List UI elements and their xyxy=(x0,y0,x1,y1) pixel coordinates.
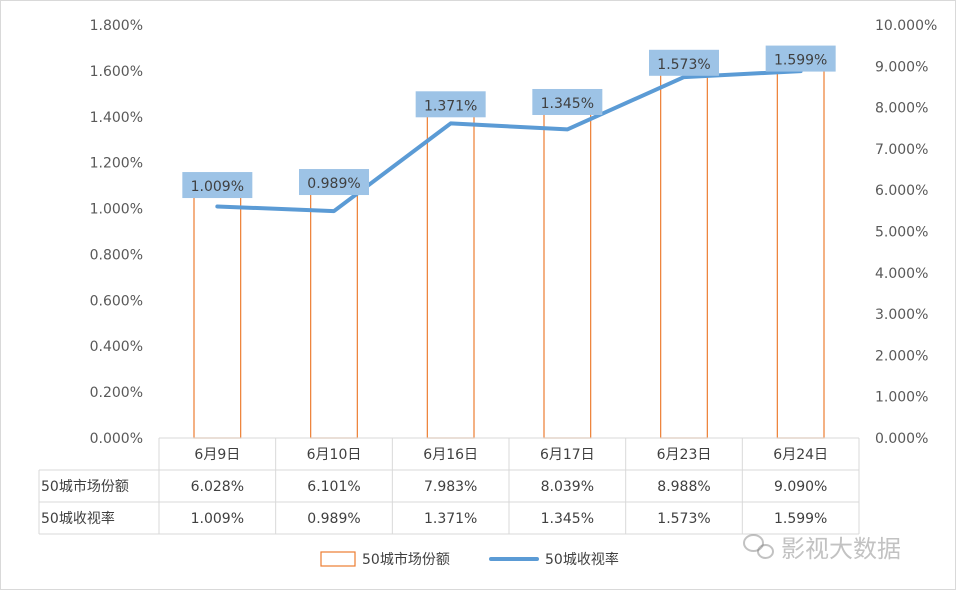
right-axis-tick-label: 7.000% xyxy=(875,142,928,158)
line-data-labels: 1.009% 0.989% 1.371% 1.345% 1.573% 1.599% xyxy=(182,45,836,199)
right-axis-tick-label: 2.000% xyxy=(875,348,928,364)
table-cell: 1.371% xyxy=(424,511,477,527)
table-cell: 8.988% xyxy=(657,479,710,495)
table-cell: 1.573% xyxy=(657,511,710,527)
left-axis-ticks: 0.000% 0.200% 0.400% 0.600% 0.800% 1.000% 1.20… xyxy=(90,18,143,447)
table-cell: 0.989% xyxy=(307,511,360,527)
data-label-box xyxy=(299,169,369,196)
category-label: 6月10日 xyxy=(307,447,362,463)
legend-swatch-bar xyxy=(320,551,356,567)
table-cell: 8.039% xyxy=(541,479,594,495)
data-label-box xyxy=(649,49,719,76)
line-series xyxy=(215,69,803,214)
left-axis-tick-label: 0.200% xyxy=(90,385,143,401)
data-label-box xyxy=(182,172,253,199)
left-axis-tick-label: 0.800% xyxy=(90,247,143,263)
right-axis-tick-label: 5.000% xyxy=(875,225,928,241)
left-axis-tick-label: 1.600% xyxy=(90,64,143,80)
legend-label: 50城收视率 xyxy=(545,551,619,568)
category-label: 6月23日 xyxy=(657,447,712,463)
legend: 50城市场份额 50城收视率 xyxy=(320,551,619,568)
right-axis-tick-label: 8.000% xyxy=(875,101,928,117)
data-label: 0.989% xyxy=(307,176,360,192)
watermark-text: 影视大数据 xyxy=(781,534,901,563)
table-cell: 1.345% xyxy=(541,511,594,527)
table-cell: 6.101% xyxy=(307,479,360,495)
line-path xyxy=(215,69,803,214)
right-axis-tick-label: 10.000% xyxy=(875,18,937,34)
data-label: 1.573% xyxy=(657,57,710,73)
left-axis-tick-label: 1.800% xyxy=(90,18,143,34)
category-label: 6月24日 xyxy=(773,447,828,463)
table-cell: 1.009% xyxy=(191,511,244,527)
data-label-box xyxy=(765,45,836,72)
table-cell: 1.599% xyxy=(774,511,827,527)
bar xyxy=(310,185,358,439)
bar xyxy=(426,107,475,439)
left-axis-tick-label: 1.200% xyxy=(90,156,143,172)
category-label: 6月17日 xyxy=(540,447,595,463)
bar xyxy=(543,105,592,439)
table-cell: 6.028% xyxy=(191,479,244,495)
data-label: 1.599% xyxy=(774,53,827,69)
bar-series xyxy=(193,61,825,439)
data-table: 6月9日 6月10日 6月16日 6月17日 6月23日 6月24日 50城市场份额 6.02… xyxy=(38,437,860,535)
bar xyxy=(193,188,242,439)
data-label: 1.009% xyxy=(191,179,244,195)
bar xyxy=(776,61,825,439)
left-axis-tick-label: 0.000% xyxy=(90,431,143,447)
wechat-icon xyxy=(743,534,774,559)
watermark: 影视大数据 xyxy=(743,526,923,566)
left-axis-tick-label: 0.400% xyxy=(90,339,143,355)
data-label: 1.371% xyxy=(424,98,477,114)
right-axis-tick-label: 9.000% xyxy=(875,59,928,75)
right-axis-tick-label: 1.000% xyxy=(875,390,928,406)
right-axis-tick-label: 4.000% xyxy=(875,266,928,282)
left-axis-tick-label: 1.400% xyxy=(90,110,143,126)
table-cell: 7.983% xyxy=(424,479,477,495)
right-axis-tick-label: 6.000% xyxy=(875,183,928,199)
table-row-label: 50城收视率 xyxy=(41,510,115,527)
right-axis-tick-label: 0.000% xyxy=(875,431,928,447)
right-axis-tick-label: 3.000% xyxy=(875,307,928,323)
data-label: 1.345% xyxy=(541,96,594,112)
category-label: 6月16日 xyxy=(423,447,478,463)
data-label-box xyxy=(532,88,603,115)
data-label-box xyxy=(415,91,486,118)
category-label: 6月9日 xyxy=(194,447,240,463)
bar xyxy=(660,66,708,439)
left-axis-tick-label: 1.000% xyxy=(90,202,143,218)
table-row-label: 50城市场份额 xyxy=(41,478,129,495)
right-axis-ticks: 0.000% 1.000% 2.000% 3.000% 4.000% 5.000% 6.00… xyxy=(875,18,937,447)
legend-label: 50城市场份额 xyxy=(362,551,450,568)
left-axis-tick-label: 0.600% xyxy=(90,293,143,309)
table-cell: 9.090% xyxy=(774,479,827,495)
